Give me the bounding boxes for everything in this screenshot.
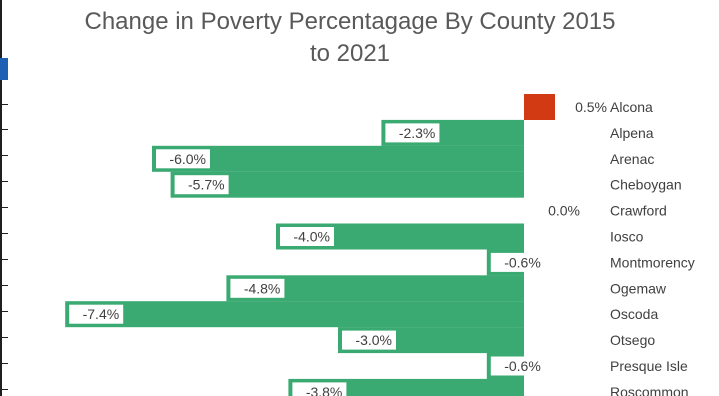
left-tick [0,155,8,156]
data-label-oscoda: -7.4% [83,306,120,322]
left-tick [0,181,8,182]
category-label-presque-isle: Presque Isle [610,358,688,374]
data-label-ogemaw: -4.8% [244,280,281,296]
data-label-box-presque-isle [490,356,545,376]
category-label-montmorency: Montmorency [610,254,695,270]
data-label-cheboygan: -5.7% [188,177,225,193]
data-label-crawford: 0.0% [548,203,580,219]
bar-alcona [524,94,555,120]
left-tick [0,104,8,105]
category-label-alcona: Alcona [610,99,653,115]
data-label-box-roscommon [292,382,347,396]
left-tick [0,337,8,338]
data-label-box-alcona [559,97,613,117]
left-tick [0,311,8,312]
left-tick [0,207,8,208]
category-label-otsego: Otsego [610,332,655,348]
left-tick [0,389,8,390]
bar-cheboygan [170,171,524,198]
data-label-alcona: 0.5% [575,99,607,115]
data-label-montmorency: -0.6% [504,254,541,270]
chart-title: Change in Poverty Percentagage By County… [60,6,640,70]
data-label-box-arenac [156,149,210,169]
data-label-alpena: -2.3% [399,125,436,141]
chart-title-line-2: to 2021 [309,40,391,67]
data-label-presque-isle: -0.6% [504,358,541,374]
data-label-box-oscoda [69,304,124,324]
selection-marker [0,58,8,80]
category-label-oscoda: Oscoda [610,306,658,322]
bar-roscommon [288,378,524,396]
left-tick [0,363,8,364]
data-label-iosco: -4.0% [293,229,330,245]
bar-oscoda [65,301,524,328]
category-label-roscommon: Roscommon [610,384,689,396]
data-label-otsego: -3.0% [355,332,392,348]
category-label-alpena: Alpena [610,125,654,141]
category-label-iosco: Iosco [610,229,644,245]
data-labels-group: 0.5% -2.3% -6.0% -5.7% 0.0% -4.0% -0.6% -4.8% -7… [69,97,613,396]
data-label-box-alpena [385,123,440,143]
data-label-box-otsego [342,330,396,350]
data-label-box-crawford [532,201,586,221]
category-labels-group: Alcona Alpena Arenac Cheboygan Crawford Iosco… [610,99,695,396]
data-label-roscommon: -3.8% [306,384,343,396]
left-tick [0,285,8,286]
left-tick [0,129,8,130]
category-label-ogemaw: Ogemaw [610,280,667,296]
data-label-box-iosco [280,227,334,246]
data-label-box-ogemaw [230,278,285,298]
data-label-arenac: -6.0% [169,151,206,167]
left-tick [0,259,8,260]
left-tick [0,233,8,234]
category-label-cheboygan: Cheboygan [610,177,682,193]
category-label-arenac: Arenac [610,151,654,167]
data-label-box-cheboygan [174,175,229,195]
chart-title-line-1: Change in Poverty Percentagage By County… [84,8,616,35]
category-label-crawford: Crawford [610,203,667,219]
data-label-box-montmorency [490,252,545,272]
left-border [0,0,2,396]
bar-arenac [152,145,524,172]
